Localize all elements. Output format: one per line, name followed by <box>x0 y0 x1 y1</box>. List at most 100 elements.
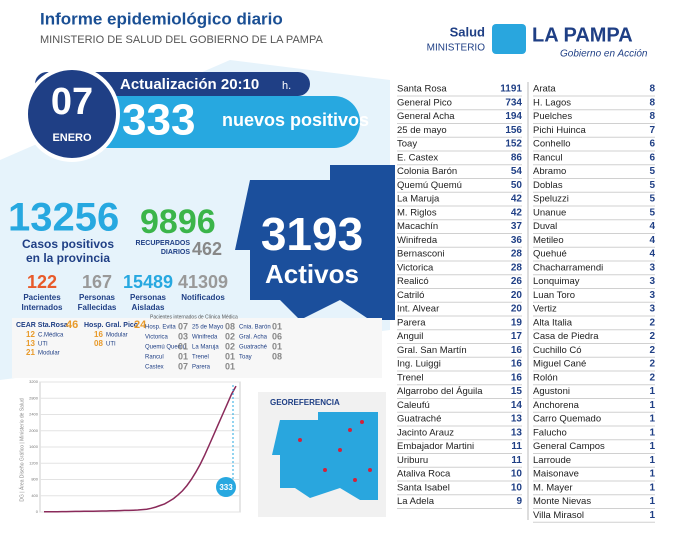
locality: Gral. San Martín <box>397 345 467 356</box>
clinic-name: Castex <box>145 365 164 371</box>
clinic-value: 08 <box>225 321 235 331</box>
locality: Rolón <box>533 372 558 383</box>
clinic-value: 01 <box>225 361 235 371</box>
locality-count: 2 <box>649 317 655 328</box>
locality-count: 16 <box>511 372 523 383</box>
locality: Speluzzi <box>533 194 569 205</box>
locality-count: 4 <box>649 221 655 232</box>
locality: Monte Nievas <box>533 496 591 507</box>
locality-count: 19 <box>511 317 523 328</box>
locality-count: 3 <box>649 290 655 301</box>
locality: Bernasconi <box>397 249 445 260</box>
recovered: 9896 <box>140 203 216 241</box>
y-tick-label: 2000 <box>29 428 39 433</box>
map-label: GEOREFERENCIA <box>270 398 340 407</box>
locality: Miguel Cané <box>533 359 586 370</box>
hospital-part-label: UTI <box>38 342 48 348</box>
locality: Maisonave <box>533 469 579 480</box>
locality-count: 1 <box>649 427 655 438</box>
hospital-name: CEAR Sta.Rosa <box>16 322 68 329</box>
recovered-daily: 462 <box>192 239 222 259</box>
locality-count: 28 <box>511 262 523 273</box>
y-tick-label: 400 <box>31 493 38 498</box>
locality-count: 3 <box>649 262 655 273</box>
logo-lapampa: LA PAMPA <box>532 24 633 46</box>
locality-count: 1 <box>649 496 655 507</box>
stat-label: Personas <box>130 293 167 302</box>
stat-label: Notificados <box>181 293 225 302</box>
locality-count: 5 <box>649 180 655 191</box>
clinic-name: Hosp. Evita <box>145 325 176 331</box>
locality-count: 5 <box>649 194 655 205</box>
update-unit: h. <box>282 80 291 92</box>
locality: Trenel <box>397 372 424 383</box>
locality-count: 6 <box>649 139 655 150</box>
locality: Casa de Piedra <box>533 331 599 342</box>
locality-count: 10 <box>511 469 523 480</box>
clinic-value: 01 <box>272 341 282 351</box>
locality: Ing. Luiggi <box>397 359 441 370</box>
clinic-value: 01 <box>225 351 235 361</box>
y-tick-label: 1600 <box>29 444 39 449</box>
subtitle: MINISTERIO DE SALUD DEL GOBIERNO DE LA P… <box>40 34 323 46</box>
locality: Pichi Huinca <box>533 125 587 136</box>
locality: Toay <box>397 139 417 150</box>
locality: M. Riglos <box>397 207 437 218</box>
locality: 25 de mayo <box>397 125 447 136</box>
logo-ministerio: MINISTERIO <box>427 43 486 54</box>
stat-value: 41309 <box>178 272 228 292</box>
locality: Lonquimay <box>533 276 580 287</box>
stat-label: Internados <box>22 303 63 312</box>
y-tick-label: 800 <box>31 477 38 482</box>
clinic-value: 01 <box>272 321 282 331</box>
locality: Santa Rosa <box>397 84 447 95</box>
locality: General Acha <box>397 111 455 122</box>
active-label: Activos <box>265 259 359 289</box>
locality: Luan Toro <box>533 290 575 301</box>
locality: Duval <box>533 221 557 232</box>
locality: Santa Isabel <box>397 482 450 493</box>
locality-count: 17 <box>511 331 523 342</box>
locality-count: 9 <box>516 496 522 507</box>
locality-count: 1 <box>649 414 655 425</box>
clinic-value: 07 <box>178 321 188 331</box>
locality-count: 8 <box>649 97 655 108</box>
clinic-title: Pacientes internados de Clínica Médica <box>150 314 238 320</box>
stat-label: Aisladas <box>132 303 165 312</box>
cases-label: Casos positivos <box>22 237 114 251</box>
locality: General Campos <box>533 441 605 452</box>
hospital-value: 24 <box>134 319 147 331</box>
locality: La Adela <box>397 496 435 507</box>
locality-count: 86 <box>511 152 523 163</box>
locality-count: 3 <box>649 276 655 287</box>
clinic-name: Guatraché <box>239 345 268 351</box>
stat-value: 15489 <box>123 272 173 292</box>
locality: Agustoni <box>533 386 570 397</box>
clinic-name: Cnia. Barón <box>239 325 271 331</box>
recovered-label: RECUPERADOS <box>136 240 191 247</box>
locality: Int. Alvear <box>397 304 439 315</box>
hospital-part-value: 12 <box>26 330 35 339</box>
locality: Embajador Martini <box>397 441 474 452</box>
clinic-value: 08 <box>272 351 282 361</box>
locality-count: 1 <box>649 386 655 397</box>
line <box>44 385 237 513</box>
clinic-value: 06 <box>272 331 282 341</box>
locality-count: 4 <box>649 235 655 246</box>
locality-count: 194 <box>505 111 522 122</box>
locality-count: 11 <box>511 455 522 466</box>
date-month: ENERO <box>52 132 92 144</box>
locality: H. Lagos <box>533 97 571 108</box>
locality: Doblas <box>533 180 563 191</box>
locality-count: 20 <box>511 290 523 301</box>
badge <box>216 477 236 497</box>
locality-count: 152 <box>505 139 522 150</box>
case-dots <box>298 420 372 482</box>
locality-count: 1 <box>649 455 655 466</box>
locality: Abramo <box>533 166 566 177</box>
locality: Vertiz <box>533 304 557 315</box>
stat-value: 122 <box>27 272 57 292</box>
hospital-part-label: UTI <box>106 342 116 348</box>
map-small <box>272 412 378 500</box>
